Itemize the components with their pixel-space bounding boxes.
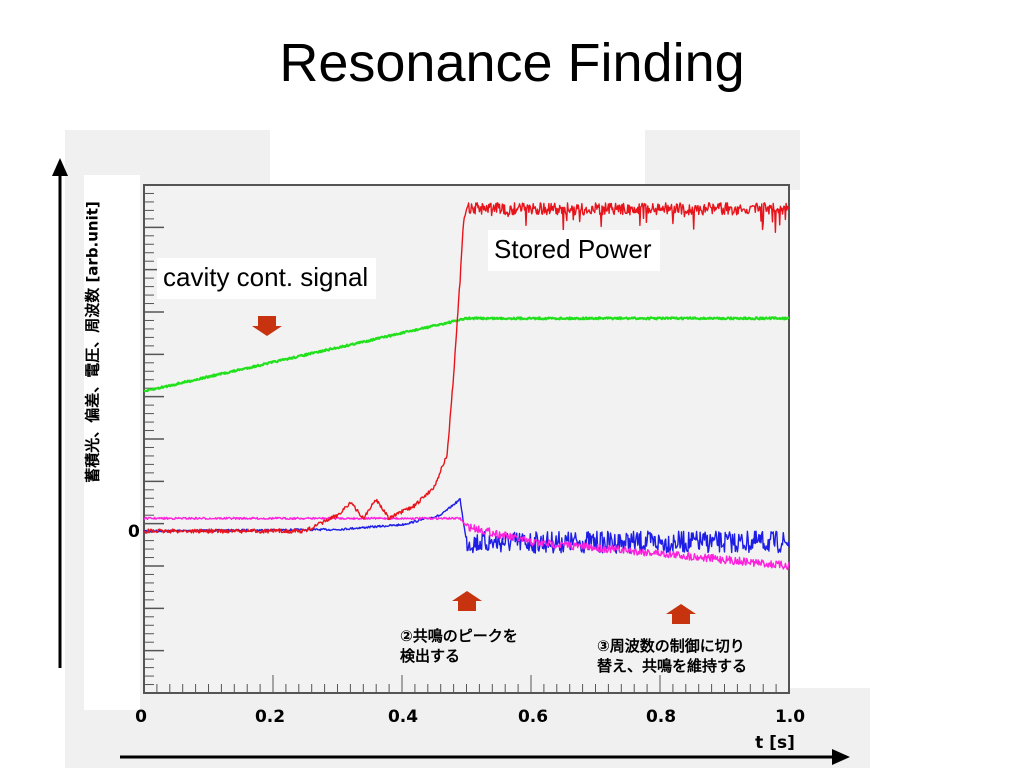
x-tick-label: 0.2: [255, 707, 285, 727]
x-tick-label: 0.4: [388, 707, 418, 727]
x-tick-label: 1.0: [775, 707, 805, 727]
x-tick-label: 0.6: [518, 707, 548, 727]
series-layer: [143, 202, 790, 571]
figure-bg-right: [645, 130, 800, 190]
x-tick-label: 0.8: [646, 707, 676, 727]
peak-detection-note: ②共鳴のピークを 検出する: [400, 627, 518, 665]
slide-title: Resonance Finding: [279, 33, 745, 93]
control-switch-note: ③周波数の制御に切り 替え、共鳴を維持する: [597, 637, 748, 675]
x-tick-label: 0: [135, 707, 147, 727]
stored-power-label: Stored Power: [488, 230, 660, 271]
series-line-series-2: [143, 516, 790, 571]
up-arrow-icon: [452, 591, 482, 611]
up-arrow-icon: [666, 604, 696, 624]
series-line-cavity-cont-signal: [143, 316, 790, 393]
cavity-signal-label: cavity cont. signal: [157, 258, 377, 299]
y-axis-arrowhead: [52, 158, 68, 176]
y-axis-label: 蓄積光、偏差、電圧、周波数 [arb.unit]: [83, 201, 102, 483]
x-axis-arrowhead: [832, 749, 850, 765]
series-line-stored-power: [143, 202, 790, 534]
figure-bg-bottom: [120, 688, 870, 768]
figure-bg-white-left: [84, 175, 140, 710]
x-axis-label: t [s]: [755, 733, 795, 753]
series-line-series-3: [143, 498, 790, 554]
x-axis-ticks: [143, 675, 790, 693]
y-tick-label-0: 0: [128, 522, 140, 542]
down-arrow-icon: [252, 316, 282, 336]
